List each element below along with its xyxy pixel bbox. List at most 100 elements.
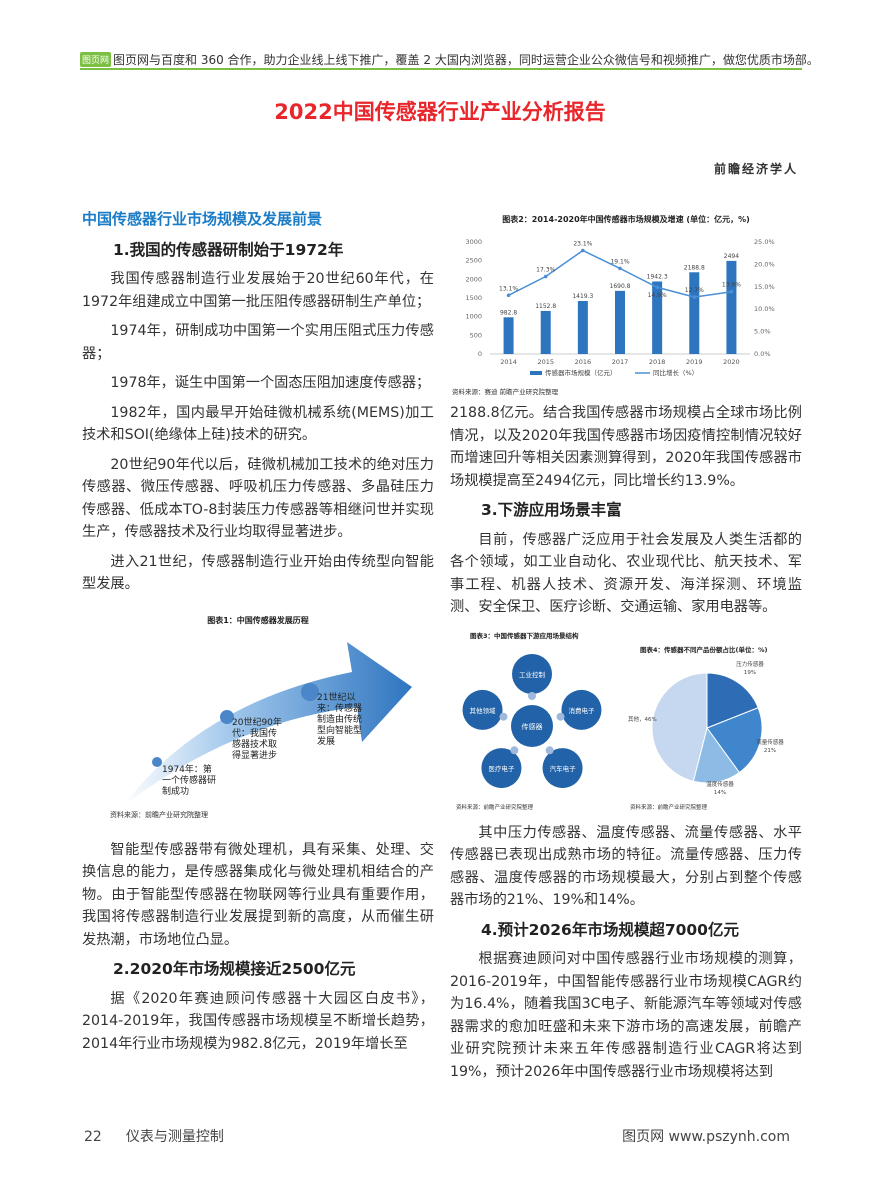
application-node	[481, 747, 522, 788]
milestone-label: 感器技术取	[232, 738, 277, 750]
slice-label: 压力传感器	[736, 660, 764, 668]
line-point	[618, 266, 622, 271]
milestone-label: 得显著进步	[232, 749, 277, 761]
section-title: 中国传感器行业市场规模及发展前景	[82, 210, 323, 228]
page-title: 2022中国传感器行业产业分析报告	[274, 100, 606, 124]
x-tick-label: 2015	[537, 358, 554, 366]
line-point	[692, 295, 697, 299]
line-label: 14.9%	[648, 292, 667, 299]
milestone-dot	[220, 709, 234, 724]
chart-title: 图表2：2014-2020年中国传感器市场规模及增速 (单位：亿元，%)	[502, 214, 750, 224]
slice-value: 21%	[764, 748, 776, 754]
page-number: 22	[84, 1129, 102, 1145]
figure-source: 资料来源：前瞻产业研究院整理	[456, 803, 534, 811]
application-node	[512, 653, 552, 694]
y-tick-label: 500	[470, 331, 482, 339]
milestone-label: 发展	[317, 735, 335, 747]
figure-3-4: 图表3：中国传感器下游应用场景结构 传感器 工业控制 消费电子 汽车电子 医疗电子 其他领域…	[450, 626, 802, 818]
line-label: 19.1%	[610, 258, 629, 265]
milestone-label: 1974年：第	[162, 763, 212, 775]
top-banner[interactable]: 图页网 图页网与百度和 360 合作，助力企业线上线下推广，覆盖 2 大国内浏览…	[80, 50, 819, 70]
paragraph: 1982年，国内最早开始硅微机械系统(MEMS)加工技术和SOI(绝缘体上硅)技…	[82, 404, 434, 444]
bar	[652, 281, 663, 354]
bar	[615, 290, 625, 354]
line-point	[543, 274, 548, 279]
milestone-label: 一个传感器研	[162, 774, 216, 786]
line-point	[581, 248, 585, 253]
y2-tick-label: 25.0%	[754, 238, 775, 246]
paragraph: 其中压力传感器、温度传感器、流量传感器、水平传感器已表现出成熟市场的特征。流量传…	[450, 824, 802, 909]
slice-label: 流量传感器	[756, 738, 784, 746]
line-point	[729, 289, 734, 294]
bar-label: 1942.3	[647, 273, 668, 280]
chart-source: 资料来源：前瞻产业研究院整理	[630, 803, 708, 811]
legend-label: 传感器市场规模（亿元）	[545, 368, 617, 377]
y2-tick-label: 20.0%	[754, 260, 775, 268]
legend-swatch	[530, 371, 542, 375]
slice-label: 温度传感器	[706, 780, 734, 788]
bar-label: 2188.8	[684, 264, 705, 271]
paragraph: 目前，传感器广泛应用于社会发展及人类生活都的各个领域，如工业自动化、农业现代比、…	[450, 531, 802, 616]
arrow-icon	[528, 691, 536, 700]
bar-label: 1419.3	[572, 293, 593, 300]
bar-label: 2494	[724, 253, 739, 260]
slice-value: 14%	[714, 790, 726, 796]
milestone-label: 制成功	[162, 785, 189, 797]
bar-label: 1152.8	[535, 303, 556, 310]
milestone-label: 20世纪90年	[232, 716, 282, 728]
application-node	[542, 747, 583, 788]
y2-tick-label: 0.0%	[754, 350, 771, 358]
y-tick-label: 3000	[465, 238, 482, 246]
paragraph: 1978年，诞生中国第一个固态压阻加速度传感器；	[110, 375, 431, 391]
application-node	[462, 689, 503, 730]
paragraph: 据《2020年赛迪顾问传感器十大园区白皮书》，2014-2019年，我国传感器市…	[82, 990, 434, 1052]
heading-4: 4.预计2026年市场规模超7000亿元	[481, 920, 739, 939]
center-label: 传感器	[522, 722, 543, 731]
line-label: 12.7%	[685, 287, 704, 294]
figure-1-timeline: 图表1：中国传感器发展历程 1974年：第 一个传感器研 制成功 20世纪90年 代：我…	[82, 604, 434, 829]
y2-tick-label: 5.0%	[754, 328, 771, 336]
x-tick-label: 2020	[723, 358, 740, 366]
chart-source: 资料来源：赛迪 前瞻产业研究院整理	[452, 387, 559, 396]
footer-site[interactable]: 图页网 www.pszynh.com	[622, 1129, 790, 1145]
paragraph: 2188.8亿元。结合我国传感器市场规模占全球市场比例情况，以及2020年我国传…	[450, 405, 802, 489]
bar-label: 982.8	[500, 309, 517, 316]
market-size-chart: 图表2：2014-2020年中国传感器市场规模及增速 (单位：亿元，%) 0 500…	[452, 214, 775, 396]
pie-slice	[706, 706, 763, 773]
milestone-dot	[152, 756, 162, 767]
bar	[577, 301, 588, 354]
pie-slice	[651, 671, 708, 782]
banner-text: 图页网与百度和 360 合作，助力企业线上线下推广，覆盖 2 大国内浏览器，同时…	[113, 52, 819, 67]
y-tick-label: 1500	[465, 294, 482, 302]
bar-label: 1690.8	[610, 283, 631, 290]
right-column: 图表2：2014-2020年中国传感器市场规模及增速 (单位：亿元，%) 0 500…	[450, 208, 802, 1090]
milestone-label: 制造由传统	[317, 713, 362, 725]
paragraph: 根据赛迪顾问对中国传感器行业市场规模的测算，2016-2019年，中国智能传感器…	[450, 951, 802, 1080]
slice-label: 其他，46%	[628, 715, 657, 723]
node-label: 工业控制	[519, 670, 546, 679]
left-column: 中国传感器行业市场规模及发展前景 1.我国的传感器研制始于1972年 我国传感器…	[82, 208, 434, 1062]
arrow-icon	[545, 745, 554, 754]
milestone-label: 型向智能型	[317, 724, 362, 736]
journal-name: 仪表与测量控制	[125, 1129, 224, 1145]
line-label: 13.1%	[499, 285, 518, 292]
bar	[540, 310, 551, 354]
figure-title: 图表3：中国传感器下游应用场景结构	[470, 631, 579, 640]
bar	[503, 317, 514, 354]
line-point	[655, 285, 659, 290]
paragraph: 智能型传感器带有微处理机，具有采集、处理、交换信息的能力，是传感器集成化与微处理…	[82, 841, 434, 948]
x-tick-label: 2017	[612, 358, 629, 366]
y2-tick-label: 10.0%	[754, 305, 775, 313]
y2-tick-label: 15.0%	[754, 283, 775, 291]
x-tick-label: 2018	[649, 358, 666, 366]
paragraph: 我国传感器制造行业发展始于20世纪60年代，在1972年组建成立中国第一批压阻传…	[82, 271, 434, 310]
milestone-dot	[301, 682, 319, 701]
milestone-label: 来：传感器	[317, 702, 362, 714]
arrow-shape	[122, 641, 412, 807]
line-label: 17.3%	[536, 266, 555, 273]
paragraph: 20世纪90年代以后，硅微机械加工技术的绝对压力传感器、微压传感器、呼吸机压力传…	[82, 456, 434, 541]
x-tick-label: 2014	[500, 358, 517, 366]
y-tick-label: 2000	[465, 275, 482, 283]
y-tick-label: 2500	[465, 257, 482, 265]
figure-2-chart: 图表2：2014-2020年中国传感器市场规模及增速 (单位：亿元，%) 0 500…	[450, 208, 802, 400]
